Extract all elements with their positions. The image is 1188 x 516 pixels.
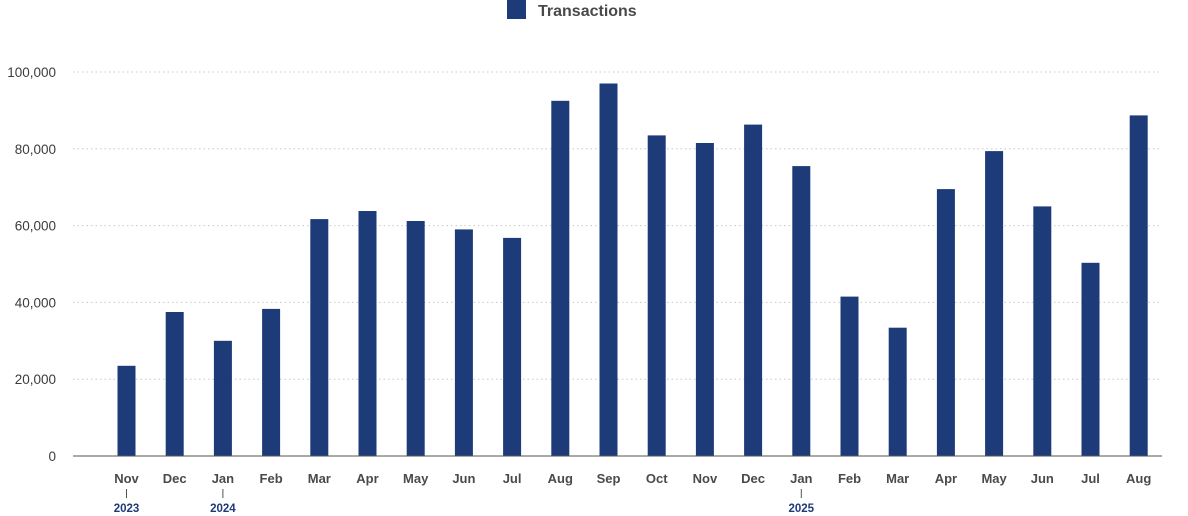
x-tick-label: Feb [838, 471, 861, 486]
x-tick-label: Mar [886, 471, 909, 486]
year-label: 2023 [114, 503, 140, 515]
x-tick-label: Dec [163, 471, 187, 486]
bar [503, 237, 522, 456]
bar [599, 83, 618, 456]
x-tick-label: Dec [741, 471, 765, 486]
year-markers: 2023 2024 2025 [114, 489, 815, 515]
y-tick-label: 60,000 [15, 219, 56, 234]
bar [310, 219, 329, 456]
bar [454, 229, 473, 456]
y-axis: 0 20,000 40,000 60,000 80,000 100,000 [7, 65, 56, 464]
x-tick-label: Jul [1081, 471, 1100, 486]
y-tick-label: 40,000 [15, 295, 56, 310]
x-tick-label: Jul [503, 471, 522, 486]
y-tick-label: 80,000 [15, 142, 56, 157]
x-tick-label: Feb [260, 471, 283, 486]
bar [262, 308, 281, 456]
x-tick-label: Sep [597, 471, 621, 486]
y-tick-label: 0 [48, 449, 56, 464]
x-tick-label: Aug [1126, 471, 1151, 486]
bar [117, 365, 136, 456]
x-axis: Nov Dec Jan Feb Mar Apr May Jun Jul Aug Sep Oct Nov D… [114, 471, 1151, 486]
bar [551, 100, 570, 457]
x-tick-label: Jun [1031, 471, 1054, 486]
bar [792, 166, 811, 456]
bar [1033, 206, 1052, 456]
year-label: 2024 [210, 503, 236, 515]
x-tick-label: Nov [114, 471, 139, 486]
legend-label-transactions: Transactions [538, 3, 637, 20]
bar [985, 151, 1004, 456]
x-tick-label: Aug [548, 471, 573, 486]
x-tick-label: Apr [935, 471, 957, 486]
bar [406, 221, 425, 456]
y-tick-label: 100,000 [7, 65, 56, 80]
bar [695, 143, 714, 456]
x-tick-label: Jun [452, 471, 475, 486]
year-label: 2025 [789, 503, 815, 515]
bar [888, 327, 907, 456]
bars [117, 83, 1148, 457]
bar [840, 296, 859, 456]
bar [213, 340, 232, 456]
bar [936, 189, 955, 456]
x-tick-label: May [981, 471, 1007, 486]
bar [744, 124, 763, 456]
bar [1129, 115, 1148, 457]
x-tick-label: May [403, 471, 429, 486]
bar [647, 135, 666, 456]
bar [1081, 262, 1100, 456]
y-tick-label: 20,000 [15, 372, 56, 387]
legend-swatch-transactions [507, 0, 526, 19]
x-tick-label: Apr [356, 471, 378, 486]
x-tick-label: Nov [693, 471, 718, 486]
x-tick-label: Jan [212, 471, 234, 486]
chart-legend: Transactions [507, 0, 637, 20]
x-tick-label: Jan [790, 471, 812, 486]
bar [165, 312, 184, 456]
bar [358, 211, 377, 456]
x-tick-label: Oct [646, 471, 668, 486]
x-tick-label: Mar [308, 471, 331, 486]
